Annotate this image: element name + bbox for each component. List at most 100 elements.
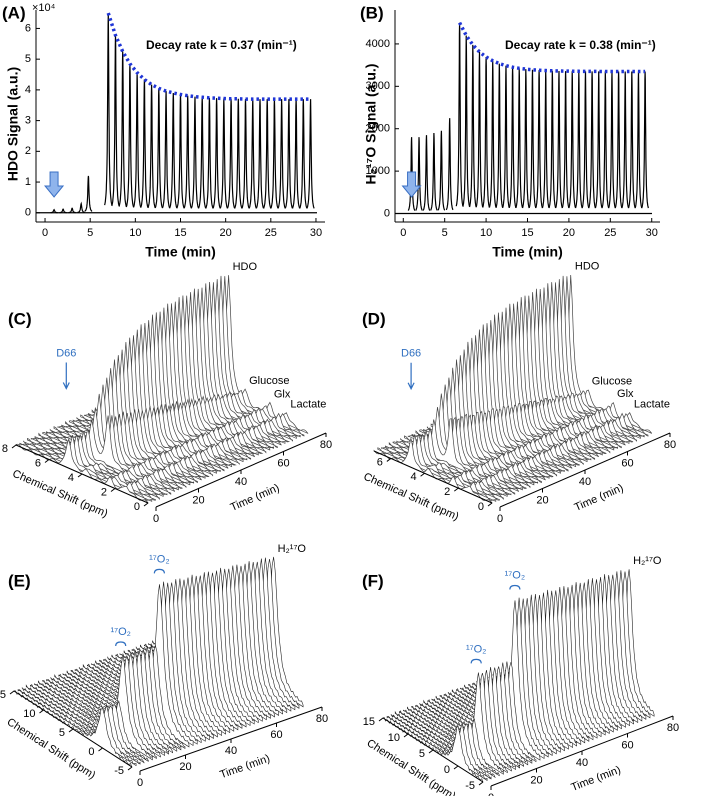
y-tick-label: 80 xyxy=(320,439,332,451)
y-tick-label: 20 xyxy=(536,494,548,506)
annotation-arrow xyxy=(62,362,70,390)
y-tick-label: 0 xyxy=(25,207,31,219)
peak xyxy=(475,51,484,208)
peak xyxy=(161,91,171,209)
y-tick-label: 60 xyxy=(277,457,289,469)
peak xyxy=(641,71,649,209)
peak-label: Glx xyxy=(617,388,634,400)
x-tick xyxy=(386,458,392,462)
peak xyxy=(176,94,185,209)
peak-label: Glucose xyxy=(592,375,632,387)
fit-curve xyxy=(458,21,646,74)
peak xyxy=(574,71,583,209)
annotation: Decay rate k = 0.37 (min⁻¹) xyxy=(146,38,297,52)
x-tick-label: 10 xyxy=(480,227,492,239)
peak xyxy=(77,201,85,213)
peak-label: Lactate xyxy=(634,399,670,411)
waterfall xyxy=(15,275,309,504)
y-tick-label: 0 xyxy=(497,513,503,525)
peak xyxy=(270,99,279,209)
x-tick xyxy=(487,502,493,507)
y-tick-label: 20 xyxy=(530,774,542,786)
peak xyxy=(50,208,58,214)
x-tick-label: 0 xyxy=(444,764,450,776)
peak xyxy=(515,68,524,209)
peak-label: H₂¹⁷O xyxy=(278,543,307,555)
peak xyxy=(263,99,272,209)
y-tick-label: 20 xyxy=(192,494,204,506)
peak-label: Lactate xyxy=(290,399,326,411)
spectrum-trace xyxy=(377,434,497,502)
peak xyxy=(437,130,446,211)
panel-label: (E) xyxy=(8,571,31,590)
x-tick-label: -5 xyxy=(465,780,475,792)
x-tick xyxy=(110,488,116,492)
x-tick xyxy=(77,473,83,478)
annotation-bracket xyxy=(115,641,127,647)
y-tick-label: 60 xyxy=(621,457,633,469)
peak xyxy=(555,70,563,209)
peak xyxy=(627,71,636,209)
x-tick xyxy=(127,766,133,771)
x-tick xyxy=(478,781,484,786)
x-tick xyxy=(143,502,149,507)
x-tick xyxy=(428,749,434,754)
x-tick-label: -5 xyxy=(114,765,124,777)
peak xyxy=(614,71,623,209)
y-tick-label: 0 xyxy=(488,792,494,796)
peak xyxy=(68,207,76,214)
x-tick xyxy=(420,472,425,477)
y-tick-label: 0 xyxy=(137,777,143,789)
x-axis-label: Time (min) xyxy=(492,244,563,260)
peak-label: Glx xyxy=(274,388,291,400)
arrow xyxy=(44,171,65,198)
peak xyxy=(125,63,135,208)
peak xyxy=(488,60,497,208)
peak xyxy=(468,44,477,208)
peak xyxy=(608,71,616,209)
peak xyxy=(422,135,431,211)
annotation: ¹⁷O₂ xyxy=(110,626,130,638)
peak xyxy=(104,13,113,206)
peak xyxy=(594,71,603,209)
y-tick-label: 3 xyxy=(25,115,31,127)
y-tick-label: 1 xyxy=(25,176,31,188)
y-tick-label: 3000 xyxy=(366,80,390,92)
x-tick-label: 20 xyxy=(220,227,232,239)
peak xyxy=(277,99,286,209)
y-tick-label: 20 xyxy=(179,761,191,773)
peak xyxy=(255,99,265,209)
peak xyxy=(132,72,142,208)
annotation: ¹⁷O₂ xyxy=(149,553,169,565)
y-axis-label: HDO Signal (a.u.) xyxy=(5,67,21,181)
x-tick-label: 15 xyxy=(521,227,533,239)
peak xyxy=(561,71,570,209)
peak xyxy=(299,99,308,209)
peak-label: H₂¹⁷O xyxy=(633,555,662,567)
peak xyxy=(84,175,93,212)
x-tick xyxy=(98,747,103,752)
x-tick-label: 10 xyxy=(23,708,35,720)
x-tick xyxy=(453,765,459,770)
y-tick-label: 40 xyxy=(235,476,247,488)
fit-curve xyxy=(106,12,311,101)
peak xyxy=(219,98,229,209)
y-tick-label: 2 xyxy=(25,145,31,157)
peak xyxy=(212,98,221,209)
annotation: ¹⁷O₂ xyxy=(505,569,525,581)
x-tick-label: 0 xyxy=(478,501,484,513)
x-tick xyxy=(9,690,15,695)
waterfall xyxy=(13,556,304,768)
x-tick-label: 0 xyxy=(134,501,140,513)
x-tick xyxy=(11,444,17,449)
x-tick-label: 4 xyxy=(410,471,416,483)
peak xyxy=(154,88,163,209)
y-axis-label: H₂¹⁷O Signal (a.u.) xyxy=(363,64,379,185)
y-tick-label: 80 xyxy=(316,713,328,725)
x-tick-label: 2 xyxy=(101,486,107,498)
peak-label: Glucose xyxy=(249,375,289,387)
y-tick-label: 4000 xyxy=(366,38,390,50)
peak xyxy=(634,71,643,209)
peak-label: HDO xyxy=(575,260,600,272)
y-tick-label: 40 xyxy=(579,476,591,488)
